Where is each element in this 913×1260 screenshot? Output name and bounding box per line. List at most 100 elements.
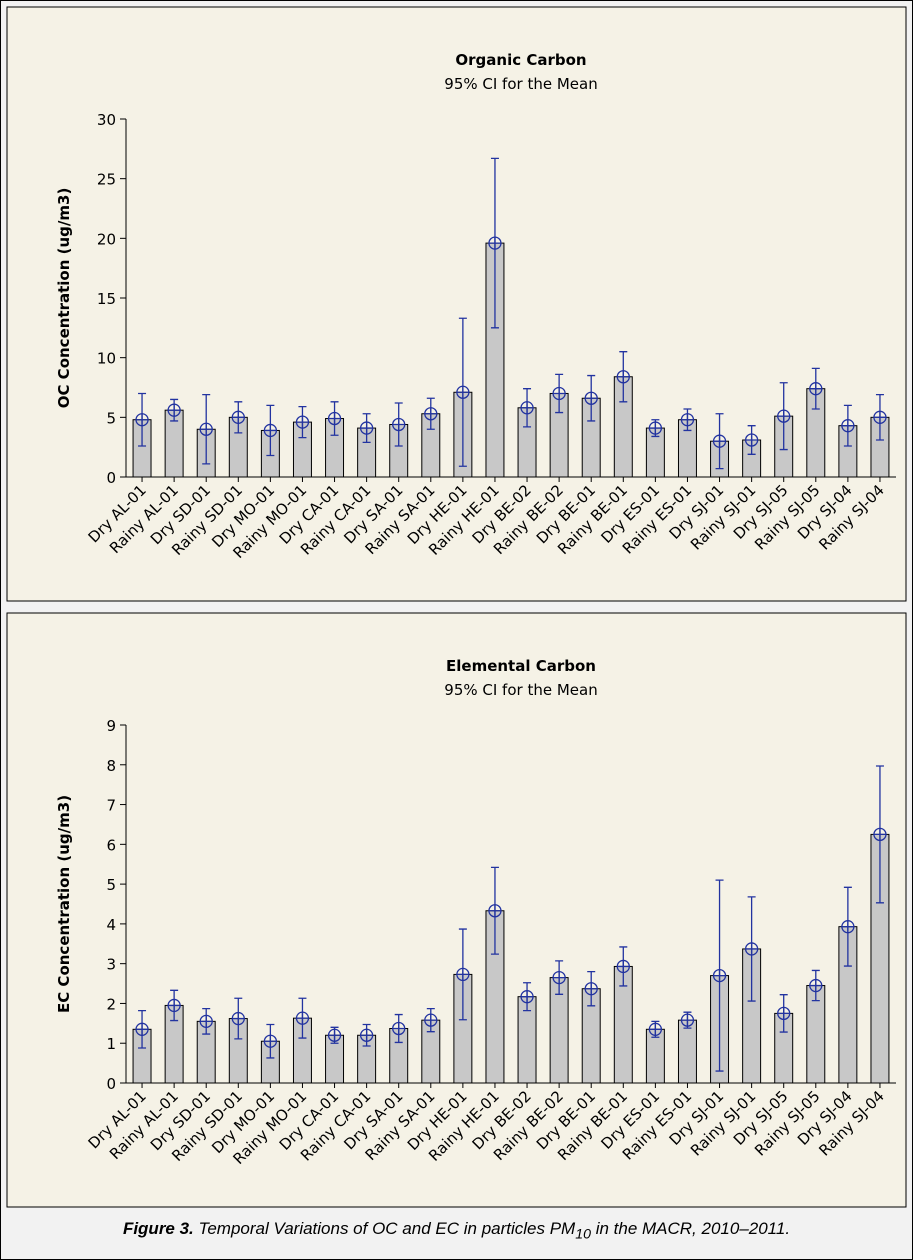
mean-cross <box>841 419 854 432</box>
y-tick-label: 25 <box>97 171 116 189</box>
error-bar <box>327 1026 342 1044</box>
mean-cross <box>360 422 373 435</box>
error-bar <box>616 351 630 403</box>
mean-cross <box>392 1022 405 1035</box>
mean-cross <box>521 401 534 414</box>
error-bar <box>873 765 887 904</box>
chart-subtitle: 95% CI for the Mean <box>444 681 597 699</box>
y-tick-label: 2 <box>106 995 116 1013</box>
mean-cross <box>809 382 822 395</box>
caption: Figure 3. Temporal Variations of OC and … <box>1 1219 912 1242</box>
y-tick-label: 20 <box>97 230 116 248</box>
error-bar <box>359 1023 374 1047</box>
y-tick-label: 0 <box>106 1075 116 1093</box>
error-bar <box>809 367 823 410</box>
mean-cross <box>424 1014 437 1027</box>
error-bar <box>231 401 245 434</box>
mean-cross <box>168 999 181 1012</box>
error-bar <box>744 896 759 1002</box>
caption-subscript: 10 <box>575 1226 591 1243</box>
mean-cross <box>136 1023 149 1036</box>
y-tick-label: 5 <box>106 876 116 894</box>
mean-cross <box>649 422 662 435</box>
mean-cross <box>553 387 566 400</box>
mean-cross <box>649 1023 662 1036</box>
y-tick-label: 5 <box>106 409 116 427</box>
error-bar <box>199 394 213 465</box>
error-bar <box>199 1007 213 1035</box>
mean-cross <box>617 370 630 383</box>
mean-cross <box>713 969 726 982</box>
mean-cross <box>392 418 405 431</box>
y-tick-label: 3 <box>106 956 116 974</box>
error-bar <box>552 960 566 995</box>
y-tick-label: 4 <box>106 916 116 934</box>
error-bar <box>712 879 727 1072</box>
error-bar <box>777 382 791 451</box>
y-axis-label: EC Concentration (ug/m3) <box>55 795 73 1013</box>
mean-cross <box>488 904 501 917</box>
mean-cross <box>617 960 630 973</box>
y-tick-label: 6 <box>106 836 116 854</box>
mean-cross <box>585 392 598 405</box>
error-bar <box>456 928 470 1021</box>
caption-label: Figure 3. <box>122 1219 194 1238</box>
error-bar <box>392 1013 406 1044</box>
charts: Organic Carbon 95% CI for the Mean OC Conc… <box>6 6 907 1208</box>
error-bar <box>680 1011 695 1029</box>
error-bar <box>392 402 406 447</box>
error-bar <box>295 405 310 439</box>
mean-cross <box>488 237 501 250</box>
y-tick-label: 10 <box>97 350 116 368</box>
chart-subtitle: 95% CI for the Mean <box>444 75 597 93</box>
y-tick-label: 0 <box>106 469 116 487</box>
error-bar <box>231 997 245 1040</box>
mean-cross <box>585 982 598 995</box>
y-tick-label: 8 <box>106 757 116 775</box>
caption-text-end: in the MACR, 2010–2011. <box>590 1219 791 1238</box>
y-tick-label: 9 <box>106 717 116 735</box>
error-bar <box>488 866 502 955</box>
mean-cross <box>360 1029 373 1042</box>
error-bar <box>584 374 598 422</box>
error-bar <box>809 969 823 1002</box>
mean-cross <box>521 990 534 1003</box>
mean-cross <box>328 412 341 425</box>
error-bar <box>167 989 181 1022</box>
error-bar <box>295 997 310 1039</box>
error-bar <box>359 413 374 444</box>
mean-cross <box>841 920 854 933</box>
error-bar <box>263 404 278 457</box>
error-bar <box>488 157 502 329</box>
y-axis-label: OC Concentration (ug/m3) <box>55 188 73 409</box>
mean-cross <box>200 1015 213 1028</box>
mean-cross <box>553 971 566 984</box>
error-bar <box>841 404 855 447</box>
mean-cross <box>873 411 886 424</box>
error-bar <box>744 425 759 455</box>
y-tick-label: 7 <box>106 797 116 815</box>
mean-cross <box>456 968 469 981</box>
error-bar <box>777 994 791 1033</box>
error-bar <box>327 401 342 436</box>
bar <box>677 1019 697 1084</box>
mean-cross <box>424 407 437 420</box>
error-bar <box>424 397 438 430</box>
mean-cross <box>873 828 886 841</box>
error-bar <box>616 946 630 987</box>
error-bar <box>648 1020 663 1038</box>
error-bar <box>552 373 566 414</box>
mean-cross <box>745 434 758 447</box>
mean-cross <box>264 1035 277 1048</box>
mean-cross <box>681 1014 694 1027</box>
mean-cross <box>456 386 469 399</box>
error-bar <box>520 388 534 428</box>
error-bar <box>520 982 534 1012</box>
y-tick-label: 15 <box>97 290 116 308</box>
error-bar <box>841 886 855 967</box>
chart-title: Organic Carbon <box>455 51 586 69</box>
chart-title: Elemental Carbon <box>446 657 596 675</box>
error-bar <box>648 419 663 438</box>
mean-cross <box>713 435 726 448</box>
